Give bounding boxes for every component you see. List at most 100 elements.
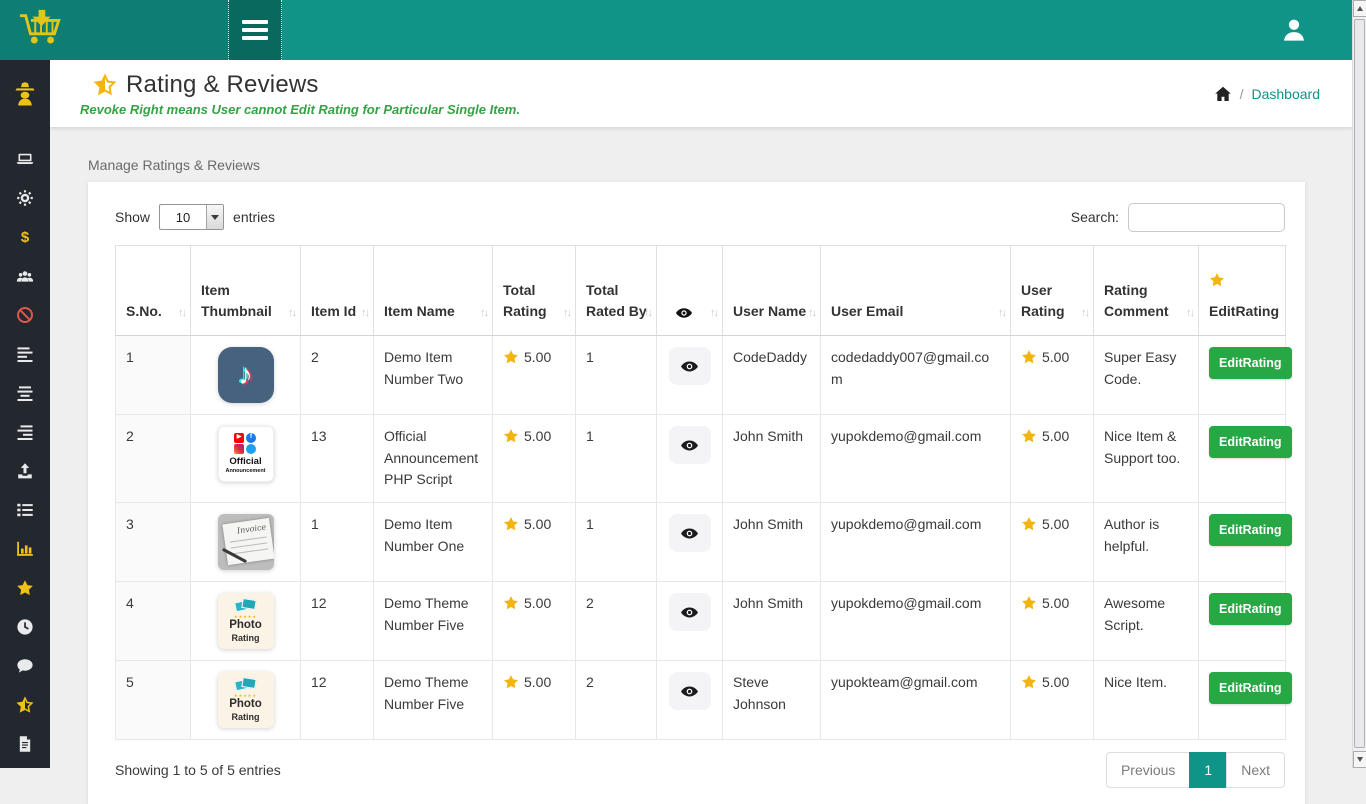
- column-header-user-rating[interactable]: User Rating↑↓: [1011, 246, 1094, 336]
- cell-total-rated-by: 1: [576, 503, 657, 582]
- view-rating-button[interactable]: [669, 593, 711, 631]
- user-secret-icon: [12, 81, 38, 107]
- view-rating-button[interactable]: [669, 426, 711, 464]
- sidebar-item-ban[interactable]: [0, 295, 50, 334]
- sidebar-item-list[interactable]: [0, 490, 50, 529]
- column-header-total-rated-by[interactable]: Total Rated By↑↓: [576, 246, 657, 336]
- sidebar-item-bar-chart[interactable]: [0, 529, 50, 568]
- cell-rating-comment: Awesome Script.: [1094, 582, 1199, 661]
- show-entries-control: Show 10 entries: [115, 204, 275, 230]
- sidebar-item-laptop[interactable]: [0, 139, 50, 178]
- sidebar-item-comment[interactable]: [0, 646, 50, 685]
- table-header-row: S.No.↑↓Item Thumbnail↑↓Item Id↑↓Item Nam…: [116, 246, 1286, 336]
- view-rating-button[interactable]: [669, 347, 711, 385]
- item-thumbnail-image: ★★★★★PhotoRating: [218, 593, 274, 649]
- sidebar-item-align-center[interactable]: [0, 373, 50, 412]
- sort-icon: ↑↓: [1081, 305, 1088, 322]
- sidebar-item-star[interactable]: [0, 568, 50, 607]
- item-thumbnail-image: ♪: [218, 347, 274, 403]
- edit-rating-button[interactable]: EditRating: [1209, 426, 1292, 458]
- item-thumbnail-image: Invoice: [218, 514, 274, 570]
- view-rating-button[interactable]: [669, 514, 711, 552]
- cell-view: [657, 503, 723, 582]
- column-header-total-rating[interactable]: Total Rating↑↓: [493, 246, 576, 336]
- column-header-user-name[interactable]: User Name↑↓: [723, 246, 821, 336]
- pagination-page-1-button[interactable]: 1: [1189, 752, 1227, 788]
- sort-icon: ↑↓: [644, 305, 651, 322]
- item-thumbnail-image: ▶fOfficialAnnouncement: [218, 426, 274, 482]
- sort-icon: ↑↓: [998, 305, 1005, 322]
- clock-icon: [16, 618, 34, 636]
- align-center-icon: [16, 384, 34, 402]
- eye-icon: [680, 357, 699, 376]
- vertical-scrollbar: [1352, 0, 1366, 768]
- scrollbar-thumb[interactable]: [1354, 19, 1365, 748]
- home-icon[interactable]: [1214, 85, 1232, 103]
- panel-title: Manage Ratings & Reviews: [88, 157, 1305, 173]
- cell-item-thumbnail: Invoice: [191, 503, 301, 582]
- cell-edit-rating: EditRating: [1199, 415, 1286, 503]
- page-subtitle: Revoke Right means User cannot Edit Rati…: [80, 102, 520, 117]
- cell-total-rating: 5.00: [493, 336, 576, 415]
- edit-rating-button[interactable]: EditRating: [1209, 514, 1292, 546]
- youtube-icon: ▶: [234, 433, 244, 443]
- scroll-up-button[interactable]: [1353, 0, 1366, 17]
- edit-rating-button[interactable]: EditRating: [1209, 672, 1292, 704]
- cell-user-rating: 5.00: [1011, 415, 1094, 503]
- sidebar-item-clock[interactable]: [0, 607, 50, 646]
- cell-item-thumbnail: ♪: [191, 336, 301, 415]
- sidebar-item-gear[interactable]: [0, 178, 50, 217]
- column-header-rating-comment[interactable]: Rating Comment↑↓: [1094, 246, 1199, 336]
- cell-item-name: Demo Theme Number Five: [374, 582, 493, 661]
- eye-icon: [680, 603, 699, 622]
- column-header-user-email[interactable]: User Email↑↓: [821, 246, 1011, 336]
- cell-item-name: Demo Theme Number Five: [374, 661, 493, 740]
- sidebar-item-dollar[interactable]: $: [0, 217, 50, 256]
- cell-user-rating: 5.00: [1011, 503, 1094, 582]
- sidebar-item-file-text[interactable]: [0, 724, 50, 763]
- cell-sno: 5: [116, 661, 191, 740]
- page-title: Rating & Reviews: [126, 71, 319, 99]
- sort-icon: ↑↓: [563, 305, 570, 322]
- sidebar-item-align-right[interactable]: [0, 412, 50, 451]
- sidebar-toggle-button[interactable]: [228, 0, 282, 60]
- sidebar-item-star-half[interactable]: [0, 685, 50, 724]
- ratings-table: S.No.↑↓Item Thumbnail↑↓Item Id↑↓Item Nam…: [115, 245, 1286, 740]
- cell-user-name: John Smith: [723, 415, 821, 503]
- edit-rating-button[interactable]: EditRating: [1209, 347, 1292, 379]
- cell-sno: 1: [116, 336, 191, 415]
- cell-view: [657, 415, 723, 503]
- pagination-next-button[interactable]: Next: [1226, 752, 1285, 788]
- sidebar-item-align-left[interactable]: [0, 334, 50, 373]
- scroll-down-button[interactable]: [1353, 751, 1366, 768]
- edit-rating-button[interactable]: EditRating: [1209, 593, 1292, 625]
- column-header-item-name[interactable]: Item Name↑↓: [374, 246, 493, 336]
- sidebar-item-upload[interactable]: [0, 451, 50, 490]
- column-header-item-id[interactable]: Item Id↑↓: [301, 246, 374, 336]
- brand-area[interactable]: [0, 0, 228, 60]
- pagination-previous-button[interactable]: Previous: [1106, 752, 1190, 788]
- sidebar-item-users[interactable]: [0, 256, 50, 295]
- star-half-icon: [93, 73, 117, 97]
- topbar-right: [282, 0, 1352, 60]
- cell-user-name: John Smith: [723, 582, 821, 661]
- view-rating-button[interactable]: [669, 672, 711, 710]
- sort-icon: ↑↓: [480, 305, 487, 322]
- search-input[interactable]: [1128, 203, 1285, 232]
- entries-select[interactable]: 10: [159, 204, 224, 230]
- pagination: Previous 1 Next: [1106, 752, 1285, 788]
- column-header-s-no-[interactable]: S.No.↑↓: [116, 246, 191, 336]
- upload-icon: [16, 462, 34, 480]
- sidebar-item-admin[interactable]: [0, 60, 50, 127]
- column-header-view[interactable]: ↑↓: [657, 246, 723, 336]
- cell-total-rated-by: 2: [576, 661, 657, 740]
- column-header-item-thumbnail[interactable]: Item Thumbnail↑↓: [191, 246, 301, 336]
- cell-user-rating: 5.00: [1011, 582, 1094, 661]
- star-icon: [503, 595, 519, 611]
- cell-sno: 4: [116, 582, 191, 661]
- entries-select-value: 10: [160, 205, 206, 229]
- sort-icon: ↑↓: [710, 305, 717, 322]
- user-menu-button[interactable]: [1280, 16, 1308, 44]
- breadcrumb-link-dashboard[interactable]: Dashboard: [1252, 86, 1321, 102]
- page-header: Rating & Reviews Revoke Right means User…: [50, 60, 1352, 127]
